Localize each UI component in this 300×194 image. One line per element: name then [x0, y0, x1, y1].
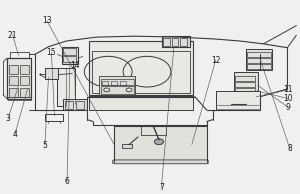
Bar: [7, 58, 31, 99]
Bar: [246, 49, 272, 70]
Bar: [9, 76, 18, 86]
Bar: [63, 56, 76, 62]
Text: 8: 8: [287, 144, 292, 153]
Bar: [89, 41, 193, 95]
Bar: [20, 76, 29, 86]
Bar: [235, 82, 255, 87]
Bar: [89, 96, 193, 110]
Text: 11: 11: [283, 85, 293, 94]
Bar: [235, 88, 255, 93]
Bar: [235, 76, 255, 81]
Bar: [63, 48, 76, 55]
Bar: [141, 125, 167, 135]
Text: 6: 6: [64, 178, 69, 186]
Bar: [247, 58, 271, 63]
Bar: [45, 68, 58, 79]
Bar: [122, 144, 132, 148]
Bar: [102, 81, 108, 85]
Text: 5: 5: [43, 141, 47, 150]
Bar: [234, 72, 257, 100]
Bar: [63, 100, 87, 110]
Text: 3: 3: [6, 114, 10, 123]
Bar: [172, 38, 178, 46]
Bar: [120, 81, 126, 85]
Text: 10: 10: [283, 94, 293, 103]
Bar: [235, 95, 255, 100]
Bar: [111, 81, 117, 85]
Bar: [20, 65, 29, 74]
Bar: [10, 53, 29, 58]
Text: 21: 21: [8, 31, 17, 40]
Bar: [216, 91, 260, 110]
Bar: [57, 68, 75, 106]
Bar: [162, 36, 190, 47]
Circle shape: [154, 139, 164, 145]
Bar: [76, 101, 84, 109]
Bar: [101, 79, 134, 86]
Bar: [180, 38, 187, 46]
Bar: [9, 65, 18, 74]
Text: 13: 13: [42, 16, 52, 25]
Text: 14: 14: [70, 61, 80, 70]
Bar: [247, 64, 271, 69]
Bar: [247, 52, 271, 56]
Bar: [20, 88, 29, 97]
FancyBboxPatch shape: [113, 160, 208, 164]
Text: 4: 4: [13, 130, 17, 139]
Bar: [92, 51, 190, 93]
Bar: [99, 76, 135, 95]
Bar: [62, 47, 78, 64]
Text: 9: 9: [286, 103, 290, 112]
Bar: [65, 101, 73, 109]
Bar: [8, 97, 31, 100]
Bar: [9, 88, 18, 97]
Bar: [46, 114, 63, 121]
Text: 7: 7: [159, 183, 164, 192]
Bar: [101, 86, 134, 94]
Bar: [164, 38, 170, 46]
Text: 15: 15: [46, 48, 56, 57]
Bar: [114, 126, 207, 162]
Text: 12: 12: [211, 56, 220, 65]
